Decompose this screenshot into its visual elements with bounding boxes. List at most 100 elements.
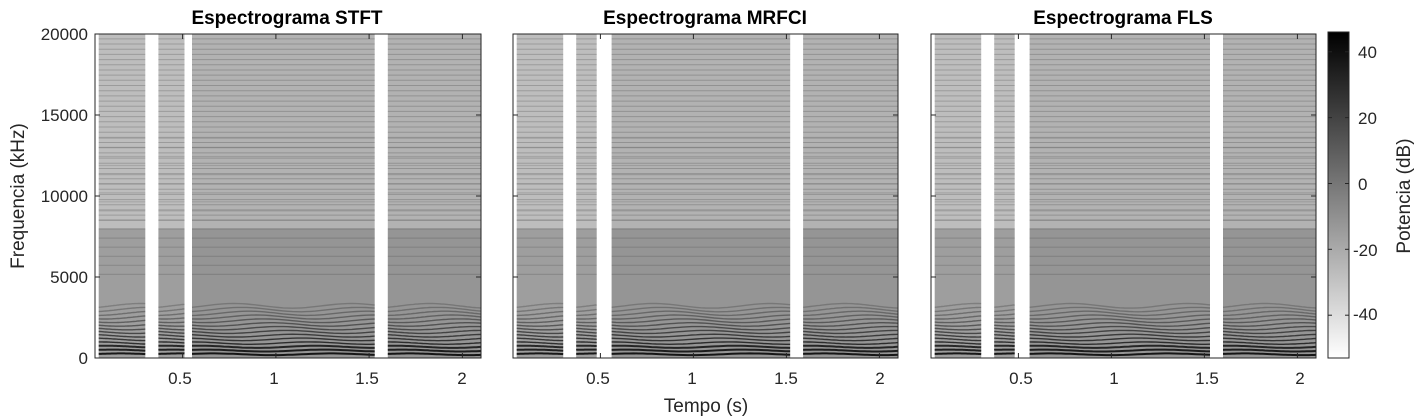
- x-tick-label: 1: [1109, 369, 1118, 388]
- harmonic-band: [98, 334, 146, 338]
- harmonic-band: [934, 352, 982, 356]
- harmonic-band: [387, 302, 482, 309]
- harmonic-band: [516, 306, 564, 313]
- harmonic-band: [1029, 337, 1211, 342]
- harmonic-band: [387, 352, 482, 357]
- harmonic-band: [934, 337, 982, 342]
- harmonic-band: [98, 344, 146, 349]
- harmonic-band: [576, 330, 597, 334]
- harmonic-band: [387, 333, 482, 338]
- harmonic-band: [934, 348, 982, 352]
- harmonic-band: [934, 319, 982, 324]
- harmonic-band: [803, 329, 898, 335]
- y-tick-label: 5000: [50, 268, 88, 287]
- harmonic-band: [516, 327, 564, 331]
- harmonic-band: [934, 302, 982, 308]
- harmonic-band: [192, 344, 375, 349]
- harmonic-band: [1222, 314, 1317, 320]
- harmonic-band: [994, 330, 1015, 334]
- x-tick-label: 1.5: [1195, 369, 1219, 388]
- harmonic-band: [1222, 306, 1317, 313]
- panel-title-stft: Espectrograma STFT: [191, 8, 382, 29]
- spectral-texture: [934, 38, 982, 221]
- harmonic-band: [934, 315, 982, 320]
- axes-frame-fls: [930, 33, 1317, 359]
- harmonic-band: [1222, 337, 1317, 342]
- spectral-texture: [994, 38, 1015, 221]
- harmonic-band: [98, 341, 146, 345]
- harmonic-band: [576, 317, 597, 320]
- harmonic-band: [191, 306, 375, 313]
- harmonic-band: [191, 318, 375, 324]
- x-tick-label: 0.5: [168, 369, 192, 388]
- harmonic-band: [576, 304, 597, 308]
- harmonic-band: [516, 302, 564, 308]
- harmonic-band: [387, 314, 482, 320]
- harmonic-band: [803, 306, 899, 313]
- harmonic-band: [994, 321, 1015, 324]
- harmonic-band: [98, 324, 146, 327]
- harmonic-band: [994, 341, 1015, 344]
- x-tick-labels-fls: 0.5 1 1.5 2: [1009, 369, 1305, 388]
- harmonic-band: [1029, 348, 1211, 353]
- harmonic-band: [158, 330, 185, 334]
- harmonic-band: [576, 308, 597, 313]
- harmonic-band: [1029, 344, 1211, 349]
- spectral-texture: [1029, 38, 1210, 221]
- harmonic-band: [611, 333, 791, 338]
- harmonic-band: [1222, 325, 1317, 331]
- plot-area-stft: [95, 33, 482, 359]
- harmonic-band: [576, 313, 597, 317]
- harmonic-band: [98, 327, 146, 331]
- low-frequency-energy: [994, 228, 1015, 358]
- harmonic-band: [191, 325, 375, 331]
- x-tick-label: 2: [875, 369, 884, 388]
- harmonic-band: [1223, 352, 1317, 357]
- harmonic-band: [576, 324, 597, 327]
- harmonic-band: [1223, 341, 1317, 345]
- harmonic-band: [803, 344, 899, 349]
- voiced-segment: [934, 34, 982, 358]
- harmonic-band: [516, 348, 564, 352]
- harmonic-band: [158, 341, 185, 344]
- harmonic-band: [516, 337, 564, 342]
- spectral-texture: [611, 38, 791, 221]
- harmonic-band: [158, 352, 185, 355]
- low-frequency-energy: [576, 228, 597, 358]
- harmonic-band: [934, 334, 982, 338]
- harmonic-band: [387, 344, 482, 349]
- harmonic-band: [1222, 302, 1317, 309]
- harmonic-band: [158, 324, 185, 327]
- harmonic-band: [191, 337, 375, 342]
- voiced-segment: [994, 34, 1015, 358]
- x-tick-label: 1.5: [355, 369, 379, 388]
- voiced-segment: [576, 34, 597, 358]
- x-tick-label: 0.5: [586, 369, 610, 388]
- harmonic-band: [191, 352, 375, 357]
- harmonic-band: [803, 322, 899, 327]
- voiced-segment: [192, 34, 375, 358]
- colorbar-tick-label: -20: [1353, 241, 1378, 260]
- harmonic-band: [611, 314, 791, 320]
- harmonic-band: [158, 344, 185, 348]
- harmonic-band: [611, 329, 791, 335]
- harmonic-band: [387, 337, 482, 342]
- harmonic-band: [98, 306, 146, 313]
- harmonic-band: [158, 312, 185, 317]
- harmonic-band: [516, 315, 564, 320]
- harmonic-band: [611, 322, 791, 327]
- y-tick-labels: 0 5000 10000 15000 20000: [41, 25, 88, 368]
- harmonic-band: [934, 327, 982, 331]
- harmonic-band: [576, 337, 597, 340]
- spectral-texture: [98, 38, 146, 221]
- harmonic-band: [1222, 318, 1317, 324]
- axes-frame-mrfci: [512, 33, 899, 359]
- harmonic-band: [158, 321, 185, 324]
- harmonic-band: [158, 317, 185, 320]
- voiced-segment: [387, 34, 481, 358]
- y-tick-label: 0: [79, 349, 88, 368]
- harmonic-band: [191, 314, 375, 320]
- harmonic-band: [1029, 314, 1211, 320]
- x-tick-label: 2: [457, 369, 466, 388]
